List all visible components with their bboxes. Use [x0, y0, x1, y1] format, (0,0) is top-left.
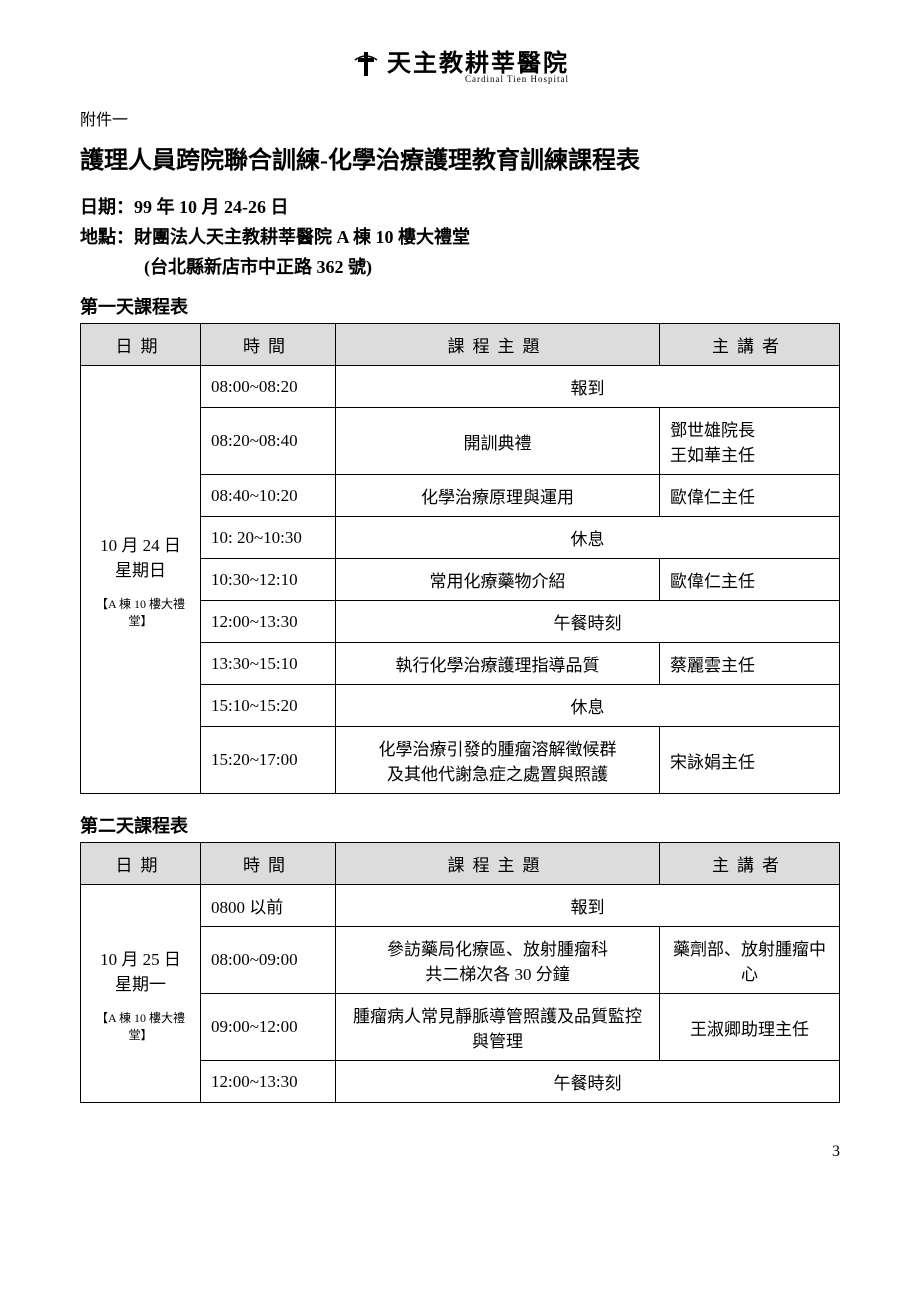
venue-line: 地點：財團法人天主教耕莘醫院 A 棟 10 樓大禮堂 — [80, 223, 840, 249]
time-cell: 08:00~08:20 — [201, 366, 336, 408]
speaker-cell: 歐偉仁主任 — [660, 475, 840, 517]
topic-cell: 報到 — [336, 885, 840, 927]
table-row: 10 月 25 日星期一【A 棟 10 樓大禮堂】0800 以前報到 — [81, 885, 840, 927]
time-cell: 08:40~10:20 — [201, 475, 336, 517]
topic-cell: 參訪藥局化療區、放射腫瘤科共二梯次各 30 分鐘 — [336, 927, 660, 994]
hospital-logo: 天主教耕莘醫院 Cardinal Tien Hospital — [80, 50, 840, 86]
time-cell: 15:20~17:00 — [201, 727, 336, 794]
time-cell: 12:00~13:30 — [201, 601, 336, 643]
topic-cell: 午餐時刻 — [336, 601, 840, 643]
date-line: 日期：99 年 10 月 24-26 日 — [80, 193, 840, 219]
time-cell: 10:30~12:10 — [201, 559, 336, 601]
date-weekday: 星期一 — [87, 970, 194, 995]
topic-cell: 腫瘤病人常見靜脈導管照護及品質監控與管理 — [336, 994, 660, 1061]
date-cell: 10 月 24 日星期日【A 棟 10 樓大禮堂】 — [81, 366, 201, 794]
speaker-cell: 藥劑部、放射腫瘤中心 — [660, 927, 840, 994]
header-date: 日期 — [81, 843, 201, 885]
day1-schedule-table: 日期 時間 課程主題 主講者 10 月 24 日星期日【A 棟 10 樓大禮堂】… — [80, 323, 840, 794]
day1-heading: 第一天課程表 — [80, 293, 840, 319]
date-venue-note: 【A 棟 10 樓大禮堂】 — [87, 1009, 194, 1043]
time-cell: 08:20~08:40 — [201, 408, 336, 475]
date-main: 10 月 25 日 — [87, 945, 194, 970]
topic-cell: 休息 — [336, 685, 840, 727]
topic-cell: 報到 — [336, 366, 840, 408]
speaker-cell: 王淑卿助理主任 — [660, 994, 840, 1061]
topic-cell: 化學治療原理與運用 — [336, 475, 660, 517]
venue-sub: (台北縣新店市中正路 362 號) — [144, 253, 840, 279]
topic-cell: 化學治療引發的腫瘤溶解徵候群及其他代謝急症之處置與照護 — [336, 727, 660, 794]
header-date: 日期 — [81, 324, 201, 366]
logo-cross-icon — [351, 50, 381, 86]
topic-cell: 常用化療藥物介紹 — [336, 559, 660, 601]
speaker-cell: 宋詠娟主任 — [660, 727, 840, 794]
page-number: 3 — [80, 1143, 840, 1161]
header-topic: 課程主題 — [336, 324, 660, 366]
date-cell: 10 月 25 日星期一【A 棟 10 樓大禮堂】 — [81, 885, 201, 1103]
logo-text-cn: 天主教耕莘醫院 — [387, 52, 569, 76]
table-header-row: 日期 時間 課程主題 主講者 — [81, 324, 840, 366]
speaker-cell: 歐偉仁主任 — [660, 559, 840, 601]
header-time: 時間 — [201, 324, 336, 366]
header-time: 時間 — [201, 843, 336, 885]
page-title: 護理人員跨院聯合訓練-化學治療護理教育訓練課程表 — [80, 140, 840, 175]
date-main: 10 月 24 日 — [87, 531, 194, 556]
topic-cell: 休息 — [336, 517, 840, 559]
table-row: 10 月 24 日星期日【A 棟 10 樓大禮堂】08:00~08:20報到 — [81, 366, 840, 408]
topic-cell: 午餐時刻 — [336, 1061, 840, 1103]
topic-cell: 開訓典禮 — [336, 408, 660, 475]
time-cell: 08:00~09:00 — [201, 927, 336, 994]
time-cell: 12:00~13:30 — [201, 1061, 336, 1103]
time-cell: 0800 以前 — [201, 885, 336, 927]
day2-schedule-table: 日期 時間 課程主題 主講者 10 月 25 日星期一【A 棟 10 樓大禮堂】… — [80, 842, 840, 1103]
date-weekday: 星期日 — [87, 556, 194, 581]
time-cell: 15:10~15:20 — [201, 685, 336, 727]
speaker-cell: 蔡麗雲主任 — [660, 643, 840, 685]
header-speaker: 主講者 — [660, 324, 840, 366]
day2-heading: 第二天課程表 — [80, 812, 840, 838]
header-speaker: 主講者 — [660, 843, 840, 885]
topic-cell: 執行化學治療護理指導品質 — [336, 643, 660, 685]
table-header-row: 日期 時間 課程主題 主講者 — [81, 843, 840, 885]
speaker-cell: 鄧世雄院長王如華主任 — [660, 408, 840, 475]
date-venue-note: 【A 棟 10 樓大禮堂】 — [87, 595, 194, 629]
header-topic: 課程主題 — [336, 843, 660, 885]
time-cell: 09:00~12:00 — [201, 994, 336, 1061]
time-cell: 10: 20~10:30 — [201, 517, 336, 559]
time-cell: 13:30~15:10 — [201, 643, 336, 685]
appendix-label: 附件一 — [80, 106, 840, 130]
